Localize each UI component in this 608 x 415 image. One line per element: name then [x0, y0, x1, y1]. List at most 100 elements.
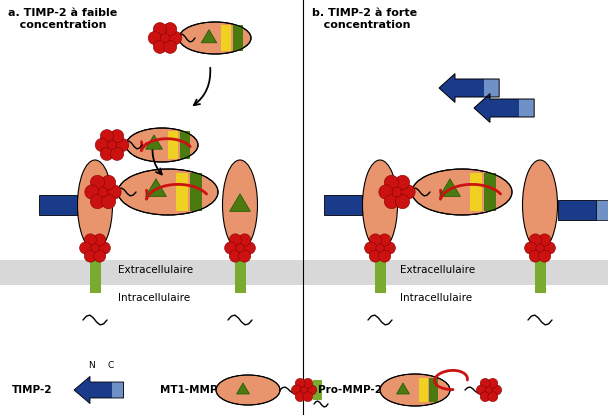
Circle shape	[295, 378, 305, 388]
Circle shape	[111, 147, 123, 161]
Circle shape	[111, 129, 123, 143]
Circle shape	[238, 234, 250, 246]
Bar	[112, 382, 123, 398]
Bar	[221, 25, 231, 51]
Bar	[233, 25, 243, 51]
Text: Extracellulaire: Extracellulaire	[400, 265, 475, 275]
Circle shape	[488, 392, 498, 402]
Bar	[596, 200, 608, 220]
Bar	[313, 380, 322, 400]
Bar	[90, 238, 101, 293]
Ellipse shape	[126, 128, 198, 162]
Circle shape	[401, 185, 415, 199]
Text: TIMP-2: TIMP-2	[12, 385, 52, 395]
Circle shape	[379, 185, 393, 199]
Circle shape	[161, 34, 170, 43]
Bar	[455, 79, 483, 97]
Circle shape	[536, 244, 544, 252]
Circle shape	[539, 234, 551, 246]
Circle shape	[102, 175, 116, 190]
Bar	[470, 173, 482, 211]
Text: Intracellulaire: Intracellulaire	[118, 293, 190, 303]
Circle shape	[100, 129, 114, 143]
Text: C: C	[108, 361, 114, 370]
Bar	[303, 260, 608, 285]
Text: Intracellulaire: Intracellulaire	[400, 293, 472, 303]
Polygon shape	[145, 135, 162, 149]
Circle shape	[306, 385, 317, 395]
Bar	[429, 378, 438, 402]
Ellipse shape	[522, 160, 558, 250]
Circle shape	[379, 250, 391, 262]
Circle shape	[168, 32, 182, 44]
Circle shape	[376, 244, 384, 252]
Ellipse shape	[223, 160, 258, 250]
Circle shape	[369, 234, 381, 246]
Text: a. TIMP-2 à faible
   concentration: a. TIMP-2 à faible concentration	[8, 8, 117, 29]
Bar	[535, 238, 546, 293]
Bar	[558, 200, 596, 220]
Circle shape	[108, 140, 117, 149]
Circle shape	[95, 138, 108, 151]
Circle shape	[384, 175, 399, 190]
Polygon shape	[145, 179, 167, 196]
Bar	[235, 238, 246, 293]
Circle shape	[100, 147, 114, 161]
Circle shape	[94, 234, 106, 246]
Ellipse shape	[216, 375, 280, 405]
Circle shape	[369, 250, 381, 262]
Circle shape	[102, 194, 116, 209]
Circle shape	[492, 385, 502, 395]
Circle shape	[224, 242, 237, 254]
Bar	[324, 195, 362, 215]
Circle shape	[148, 32, 161, 44]
Text: Pro-MMP-2: Pro-MMP-2	[318, 385, 382, 395]
Circle shape	[85, 250, 97, 262]
Circle shape	[98, 242, 111, 254]
Circle shape	[539, 250, 551, 262]
Bar	[484, 173, 496, 211]
Polygon shape	[396, 383, 410, 394]
Bar	[190, 173, 202, 211]
Circle shape	[91, 244, 99, 252]
Bar	[483, 79, 499, 97]
Circle shape	[291, 385, 302, 395]
Polygon shape	[230, 194, 250, 211]
Circle shape	[379, 234, 391, 246]
Circle shape	[85, 234, 97, 246]
Polygon shape	[74, 376, 90, 404]
Circle shape	[477, 385, 486, 395]
Bar	[180, 131, 190, 159]
Bar	[168, 131, 178, 159]
Circle shape	[98, 187, 108, 197]
Circle shape	[91, 194, 105, 209]
Circle shape	[229, 250, 241, 262]
Circle shape	[238, 250, 250, 262]
Circle shape	[525, 242, 537, 254]
Circle shape	[544, 242, 555, 254]
Polygon shape	[474, 94, 490, 122]
Circle shape	[303, 378, 313, 388]
Polygon shape	[201, 29, 217, 43]
Circle shape	[116, 138, 129, 151]
Ellipse shape	[179, 22, 251, 54]
Circle shape	[94, 250, 106, 262]
Bar	[519, 99, 534, 117]
Bar	[419, 378, 428, 402]
Circle shape	[295, 392, 305, 402]
Ellipse shape	[412, 169, 512, 215]
Circle shape	[365, 242, 377, 254]
Circle shape	[236, 244, 244, 252]
Text: Extracellulaire: Extracellulaire	[118, 265, 193, 275]
Ellipse shape	[118, 169, 218, 215]
Bar	[490, 99, 519, 117]
Circle shape	[303, 392, 313, 402]
Polygon shape	[440, 179, 460, 196]
Ellipse shape	[380, 374, 450, 406]
Bar	[90, 382, 112, 398]
Circle shape	[530, 250, 541, 262]
Circle shape	[384, 194, 399, 209]
Circle shape	[91, 175, 105, 190]
Circle shape	[164, 22, 177, 36]
Text: MT1-MMP: MT1-MMP	[160, 385, 218, 395]
